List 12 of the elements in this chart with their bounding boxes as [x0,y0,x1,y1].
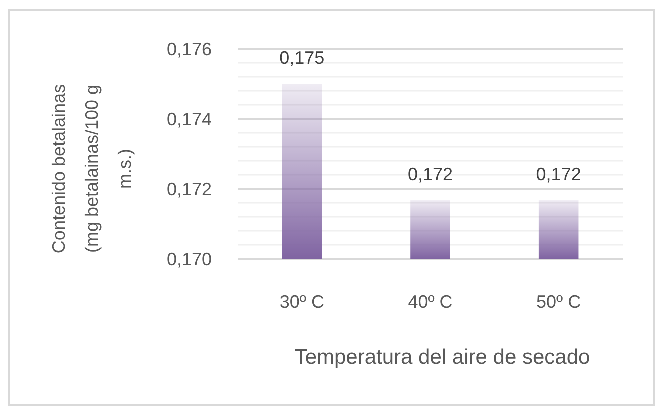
y-tick-label: 0,170 [166,249,212,270]
x-axis-title: Temperatura del aire de secado [294,346,590,369]
data-label: 0,172 [536,164,582,185]
x-tick-label: 30º C [280,292,324,312]
data-label: 0,175 [280,48,325,68]
x-tick-label: 40º C [408,292,453,312]
x-tick-label: 50º C [536,292,582,312]
y-tick-label: 0,172 [166,179,212,200]
y-tick-label: 0,176 [166,39,212,60]
y-axis-title: Contenido betalainas (mg betalainas/100 g m.s.) [49,84,135,254]
y-tick-label: 0,174 [166,109,212,130]
data-label: 0,172 [408,164,454,185]
